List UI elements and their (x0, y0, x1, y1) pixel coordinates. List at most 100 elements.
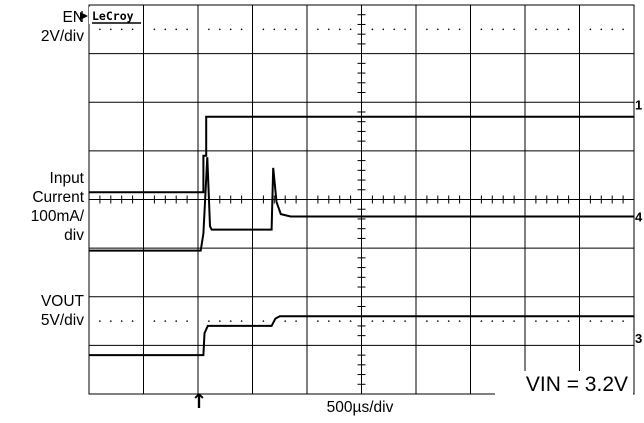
graticule-dot (153, 320, 156, 322)
trigger-arrow: ↑ (191, 389, 208, 413)
graticule-dot (164, 320, 167, 322)
graticule-dot (600, 28, 603, 31)
graticule-dot (110, 320, 112, 322)
vin-annotation: VIN = 3.2V (526, 373, 628, 396)
graticule-dot (393, 320, 396, 322)
graticule-dot (328, 28, 330, 31)
graticule-dot (317, 320, 319, 322)
graticule-dot (186, 28, 188, 31)
en-pointer-icon (80, 12, 88, 20)
graticule-dot (458, 320, 461, 322)
graticule-dot (175, 28, 177, 31)
channel-marker: 1 (635, 98, 642, 113)
graticule-dot (338, 28, 341, 31)
graticule-dot (447, 320, 450, 322)
graticule-dot (426, 28, 428, 31)
graticule-dot (240, 320, 243, 322)
graticule-dot (447, 28, 450, 31)
graticule-dot (426, 320, 428, 322)
graticule-dot (556, 320, 559, 322)
current-channel-label: Input Current 100mA/ div (31, 169, 84, 245)
graticule-dot (284, 28, 287, 31)
channel-markers: 1 4 3 (635, 98, 643, 346)
graticule-dot (535, 28, 537, 31)
graticule-dot (349, 28, 352, 31)
graticule-dot (219, 320, 221, 322)
graticule-dot (229, 320, 232, 322)
graticule-dot (546, 28, 548, 31)
graticule-dot (317, 28, 319, 31)
graticule-dot (611, 28, 613, 31)
graticule-dot (99, 28, 101, 31)
graticule-dot (262, 320, 265, 322)
graticule-dot (546, 320, 548, 322)
graticule-dot (131, 320, 134, 322)
graticule-dot (502, 28, 505, 31)
graticule-dot (382, 320, 385, 322)
en-channel-label: EN 2V/div (41, 8, 84, 46)
vout-scale: 5V/div (40, 312, 84, 329)
graticule-dot (273, 28, 276, 31)
graticule-dot (120, 28, 123, 31)
graticule-dot (502, 320, 505, 322)
graticule-dot (567, 320, 570, 322)
channel-marker: 3 (635, 331, 642, 346)
graticule-dot (491, 320, 494, 322)
graticule-dot (404, 28, 406, 31)
graticule-dot (208, 28, 210, 31)
graticule-dot (480, 320, 483, 322)
current-label-line-1: Input (49, 170, 84, 187)
graticule-dot (262, 28, 265, 31)
graticule-dot (164, 28, 167, 31)
graticule-dot (99, 320, 101, 322)
graticule-dot (513, 320, 515, 322)
graticule-dot (229, 28, 232, 31)
graticule (88, 4, 635, 395)
graticule-dot (393, 28, 396, 31)
graticule-dot (338, 320, 341, 322)
graticule-dot (186, 320, 188, 322)
graticule-dot (208, 320, 210, 322)
graticule-dot (437, 28, 439, 31)
graticule-dot (240, 28, 243, 31)
time-scale-label: 500µs/div (326, 399, 394, 416)
graticule-dot (120, 320, 123, 322)
graticule-dot (284, 320, 287, 322)
graticule-dot (600, 320, 603, 322)
graticule-dot (556, 28, 559, 31)
graticule-dot (491, 28, 494, 31)
vout-label: VOUT (40, 293, 84, 310)
graticule-dot (219, 28, 221, 31)
graticule-dot (622, 320, 624, 322)
trace-en (89, 115, 634, 194)
current-label-line-4: div (64, 227, 84, 244)
graticule-dot (153, 28, 156, 31)
graticule-dot (458, 28, 461, 31)
graticule-dot (535, 320, 537, 322)
graticule-dot (480, 28, 483, 31)
trace-input-current (89, 157, 634, 252)
trace-vout (89, 315, 634, 357)
graticule-dot (328, 320, 330, 322)
current-label-line-3: 100mA/ (30, 208, 84, 225)
annotation-background (495, 371, 633, 395)
brand-label: LeCroy (92, 9, 134, 23)
graticule-dot (567, 28, 570, 31)
lecroy-logo: LeCroy (89, 7, 143, 24)
graticule-dot (589, 320, 592, 322)
en-label: EN (62, 9, 84, 26)
channel-marker: 4 (635, 210, 643, 225)
en-scale: 2V/div (40, 28, 84, 45)
graticule-dot (349, 320, 352, 322)
traces (89, 115, 634, 357)
graticule-dot (295, 28, 297, 31)
graticule-dot (131, 28, 134, 31)
graticule-dot (110, 28, 112, 31)
graticule-dot (371, 28, 374, 31)
graticule-dot (513, 28, 515, 31)
vout-channel-label: VOUT 5V/div (41, 292, 84, 330)
graticule-dot (175, 320, 177, 322)
graticule-dot (382, 28, 385, 31)
current-label-line-2: Current (32, 189, 84, 206)
